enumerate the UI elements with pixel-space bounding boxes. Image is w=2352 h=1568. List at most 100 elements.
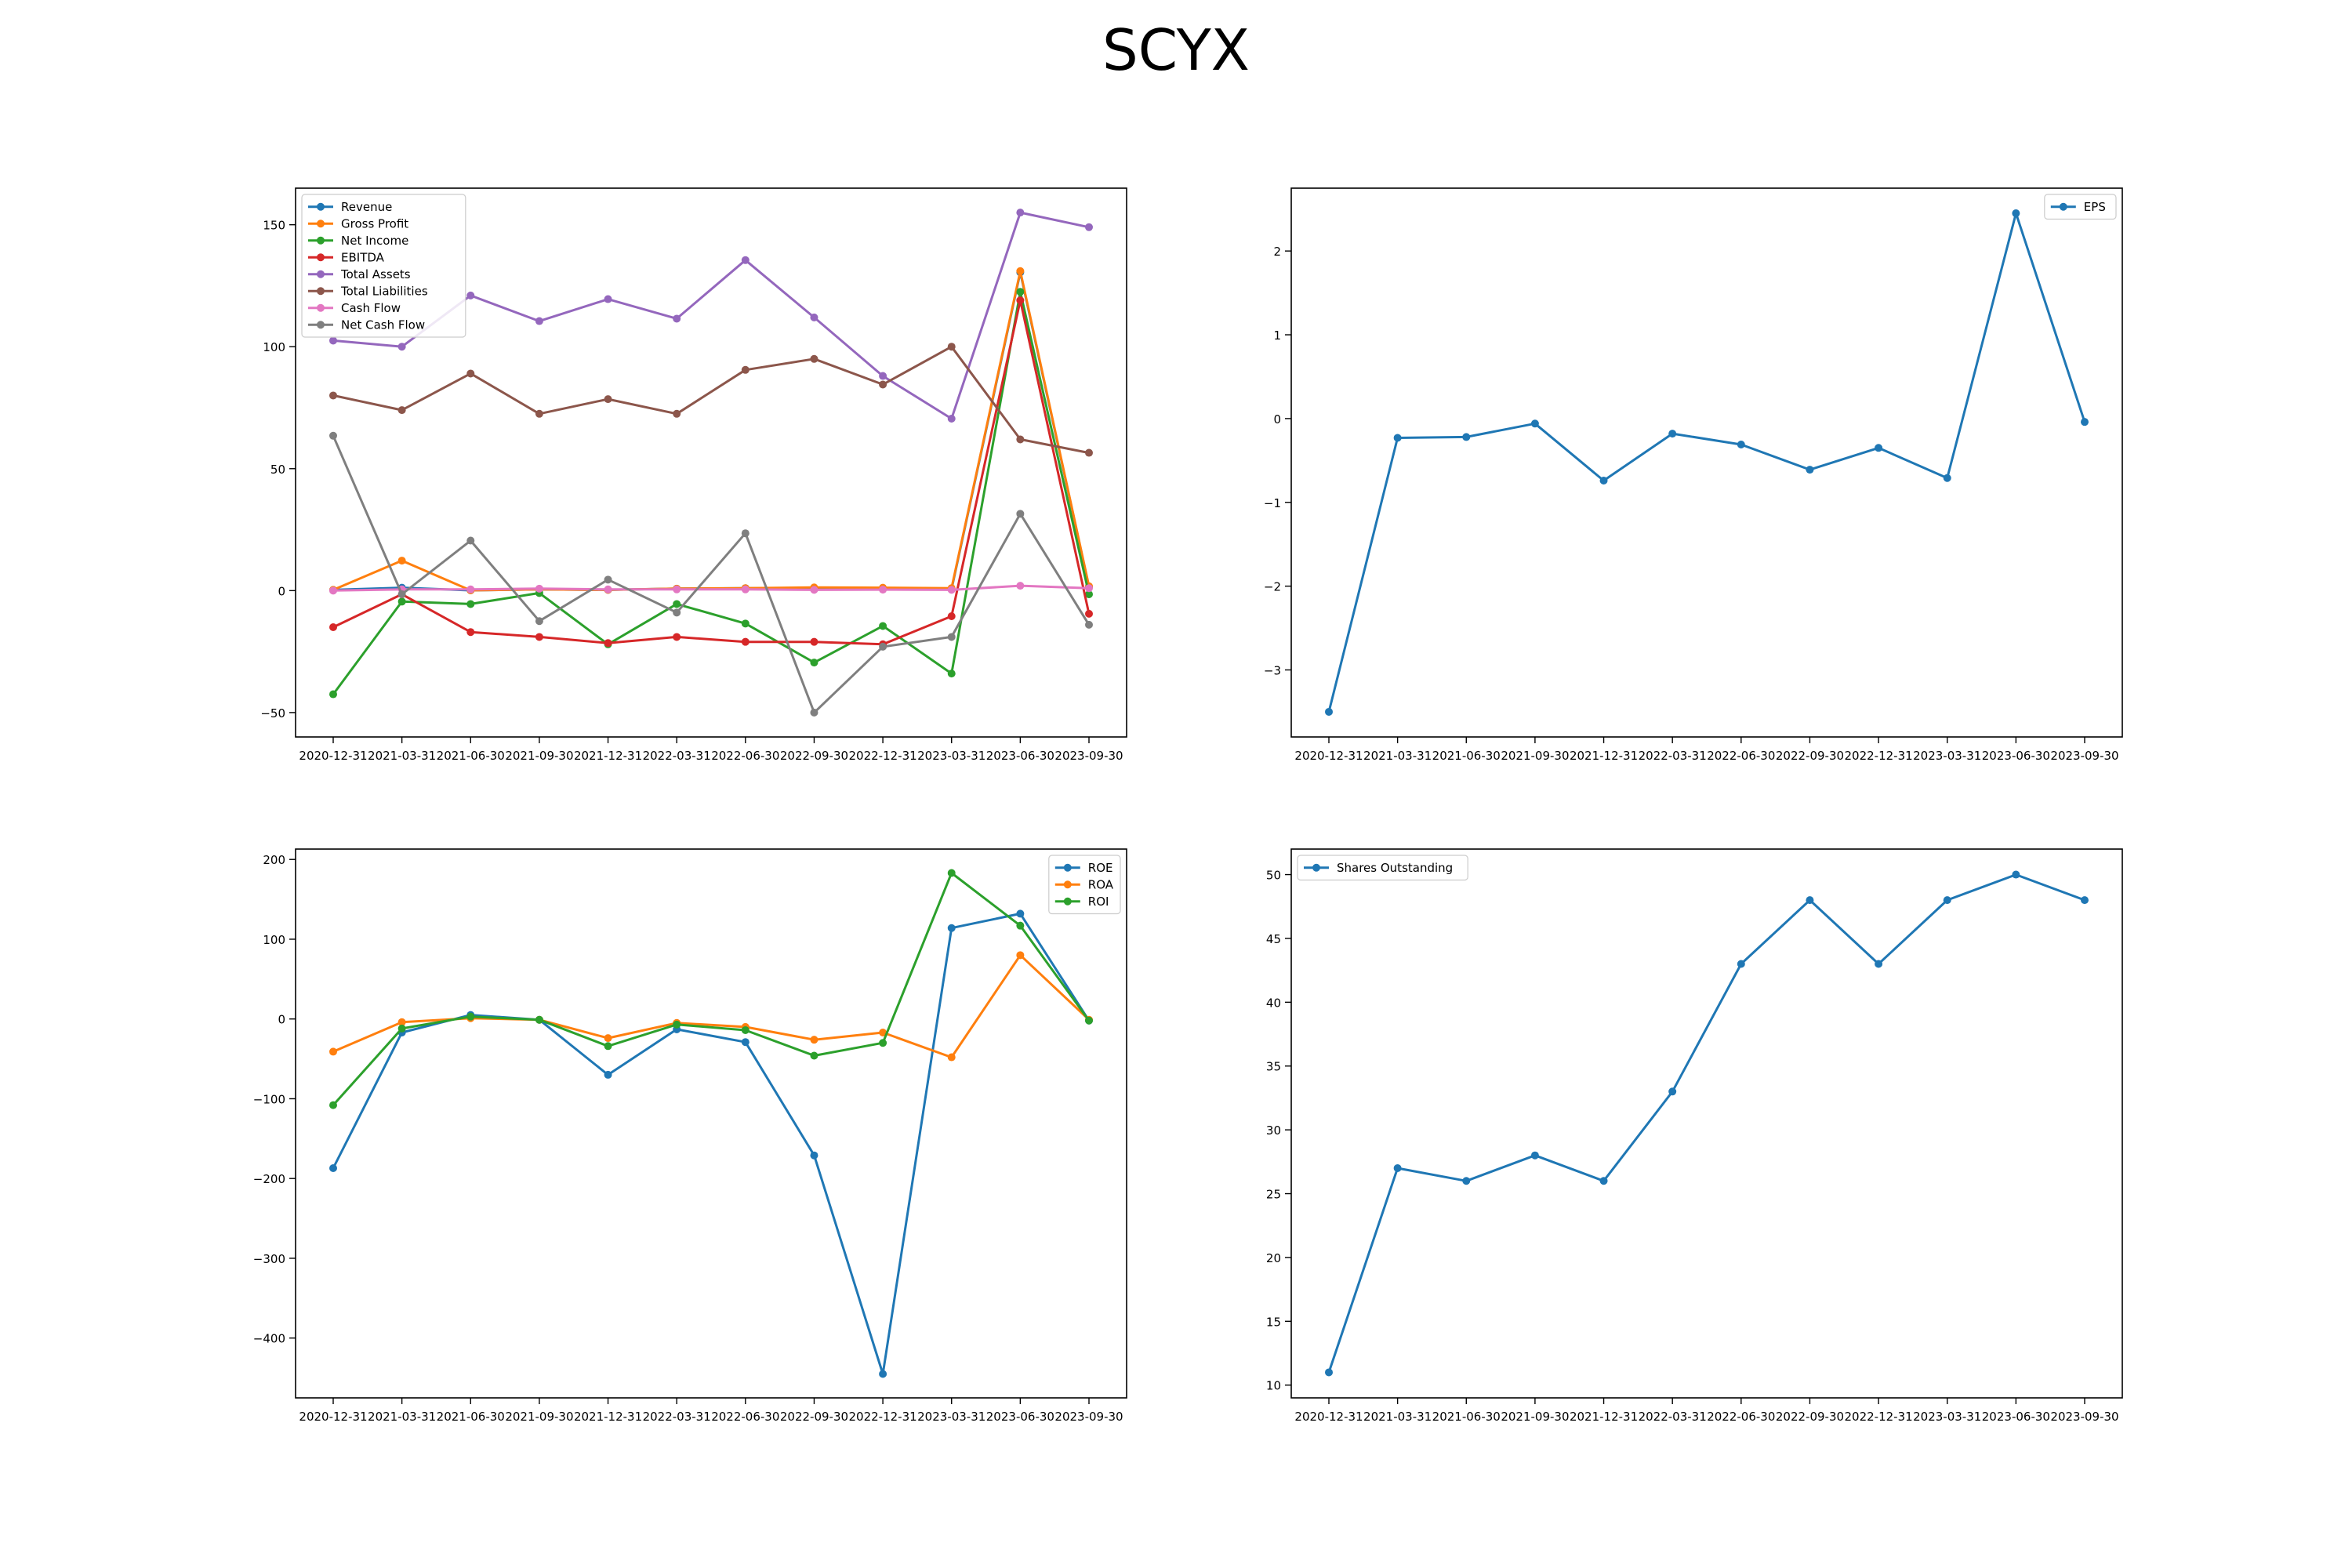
data-point bbox=[673, 409, 681, 418]
data-point bbox=[879, 1370, 887, 1378]
legend-label: Total Liabilities bbox=[340, 284, 428, 298]
x-tick-label: 2022-12-31 bbox=[848, 749, 916, 763]
y-tick-label: 0 bbox=[1273, 412, 1281, 426]
series-net-cash-flow bbox=[329, 431, 1093, 717]
y-tick-label: 35 bbox=[1266, 1060, 1281, 1074]
data-point bbox=[1016, 296, 1025, 305]
data-point bbox=[947, 1053, 956, 1062]
data-point bbox=[1806, 466, 1814, 474]
data-point bbox=[673, 608, 681, 617]
data-point bbox=[1530, 419, 1539, 428]
x-tick-label: 2021-12-31 bbox=[574, 749, 642, 763]
data-point bbox=[535, 633, 543, 641]
x-tick-label: 2020-12-31 bbox=[299, 749, 367, 763]
data-point bbox=[1016, 909, 1025, 918]
data-point bbox=[604, 575, 612, 584]
data-point bbox=[879, 380, 887, 389]
series-cash-flow bbox=[329, 582, 1093, 595]
data-point bbox=[810, 1036, 818, 1044]
x-tick-label: 2021-12-31 bbox=[574, 1410, 642, 1424]
series-line bbox=[332, 584, 1090, 592]
data-point bbox=[397, 343, 406, 351]
data-point bbox=[1393, 1163, 1402, 1172]
y-tick-label: −1 bbox=[1264, 496, 1281, 510]
data-point bbox=[329, 391, 337, 400]
y-tick-label: 0 bbox=[278, 584, 285, 598]
data-point bbox=[604, 1070, 612, 1079]
y-tick-label: 10 bbox=[1266, 1379, 1281, 1393]
x-tick-label: 2021-06-30 bbox=[437, 1410, 505, 1424]
x-tick-label: 2022-03-31 bbox=[1639, 1410, 1707, 1424]
x-tick-label: 2022-06-30 bbox=[711, 1410, 779, 1424]
legend-label: EBITDA bbox=[341, 250, 385, 264]
data-point bbox=[466, 600, 475, 608]
legend-swatch-marker bbox=[317, 321, 325, 329]
legend-item: Total Liabilities bbox=[308, 284, 428, 298]
x-tick-label: 2021-09-30 bbox=[1501, 1410, 1569, 1424]
data-point bbox=[1393, 434, 1402, 442]
series-roi bbox=[329, 869, 1093, 1109]
legend-item: Cash Flow bbox=[308, 301, 401, 315]
y-tick-label: 20 bbox=[1266, 1251, 1281, 1265]
data-point bbox=[604, 395, 612, 404]
y-tick-label: 45 bbox=[1266, 932, 1281, 946]
x-tick-label: 2023-09-30 bbox=[2050, 749, 2118, 763]
data-point bbox=[1016, 288, 1025, 296]
legend-label: Total Assets bbox=[340, 267, 411, 281]
data-point bbox=[1085, 448, 1093, 457]
legend-label: ROE bbox=[1088, 861, 1113, 875]
data-point bbox=[466, 585, 475, 593]
data-point bbox=[1016, 951, 1025, 960]
data-point bbox=[466, 536, 475, 545]
y-tick-label: 2 bbox=[1273, 245, 1281, 259]
legend-swatch-marker bbox=[317, 287, 325, 296]
x-tick-label: 2022-06-30 bbox=[1707, 1410, 1775, 1424]
legend-label: Net Cash Flow bbox=[341, 318, 425, 332]
y-tick-label: 1 bbox=[1273, 328, 1281, 343]
data-point bbox=[1016, 582, 1025, 590]
data-point bbox=[535, 617, 543, 626]
legend: ROE ROA ROI bbox=[1048, 855, 1121, 915]
data-point bbox=[810, 659, 818, 667]
x-tick-label: 2023-09-30 bbox=[2050, 1410, 2118, 1424]
data-point bbox=[947, 586, 956, 594]
legend: EPS bbox=[2044, 194, 2117, 220]
data-point bbox=[1085, 223, 1093, 231]
y-tick-label: 200 bbox=[263, 853, 285, 867]
data-point bbox=[397, 1024, 406, 1033]
data-point bbox=[947, 924, 956, 932]
x-tick-label: 2021-09-30 bbox=[505, 1410, 573, 1424]
data-point bbox=[879, 1029, 887, 1037]
y-tick-label: 50 bbox=[1266, 869, 1281, 883]
data-point bbox=[1016, 209, 1025, 217]
data-point bbox=[1737, 441, 1745, 449]
data-point bbox=[810, 313, 818, 321]
y-tick-label: 40 bbox=[1266, 996, 1281, 1010]
legend-swatch-marker bbox=[2059, 202, 2067, 211]
data-point bbox=[604, 585, 612, 593]
legend-box bbox=[1297, 855, 1468, 881]
x-tick-label: 2021-03-31 bbox=[368, 1410, 436, 1424]
data-point bbox=[2012, 209, 2020, 218]
data-point bbox=[2081, 418, 2089, 426]
data-point bbox=[2081, 896, 2089, 905]
data-point bbox=[1016, 267, 1025, 275]
data-point bbox=[329, 336, 337, 345]
axes-frame bbox=[1290, 848, 2123, 1399]
data-point bbox=[1668, 1087, 1677, 1096]
data-point bbox=[1085, 584, 1093, 593]
data-point bbox=[741, 365, 750, 374]
data-point bbox=[1875, 444, 1883, 452]
x-tick-label: 2020-12-31 bbox=[1294, 749, 1363, 763]
legend-swatch-marker bbox=[317, 270, 325, 278]
data-point bbox=[1325, 707, 1333, 716]
data-point bbox=[1016, 435, 1025, 444]
x-tick-label: 2022-06-30 bbox=[1707, 749, 1775, 763]
legend-label: Cash Flow bbox=[341, 301, 401, 315]
series-roe bbox=[329, 909, 1093, 1378]
x-tick-label: 2022-03-31 bbox=[1639, 749, 1707, 763]
data-point bbox=[329, 1047, 337, 1056]
legend-item: Revenue bbox=[308, 200, 392, 214]
